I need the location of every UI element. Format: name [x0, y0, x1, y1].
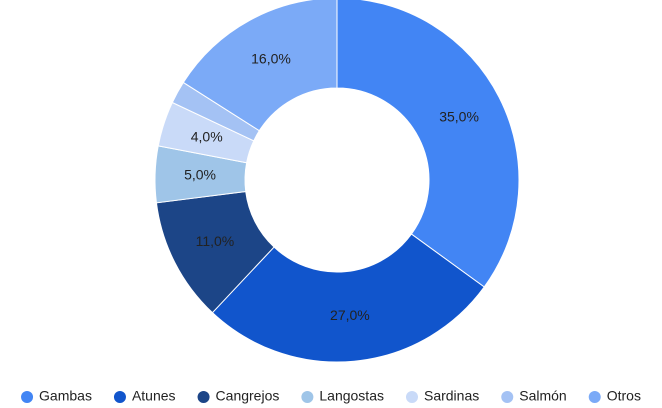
legend-swatch: [113, 391, 126, 403]
slice: [211, 233, 485, 363]
legend-swatch: [197, 391, 210, 403]
legend-label: Cangrejos: [216, 388, 280, 404]
slice-label: 16,0%: [251, 51, 291, 67]
legend-swatch: [501, 391, 514, 403]
slice: [336, 0, 520, 288]
legend-label: Sardinas: [424, 388, 479, 404]
legend-swatch: [405, 391, 418, 403]
legend-label: Otros: [607, 388, 641, 404]
slice-label: 11,0%: [196, 233, 235, 249]
slice: [182, 0, 338, 132]
legend-swatch: [588, 391, 601, 403]
legend-label: Langostas: [319, 388, 384, 404]
slice-label: 35,0%: [439, 109, 479, 125]
legend-label: Salmón: [519, 388, 566, 404]
legend-swatch: [21, 391, 34, 403]
legend-label: Gambas: [39, 388, 92, 404]
slice-label: 4,0%: [191, 128, 223, 144]
legend-swatch: [301, 391, 314, 403]
slice-label: 5,0%: [184, 166, 216, 182]
slice-label: 27,0%: [330, 307, 370, 323]
legend-label: Atunes: [132, 388, 176, 404]
